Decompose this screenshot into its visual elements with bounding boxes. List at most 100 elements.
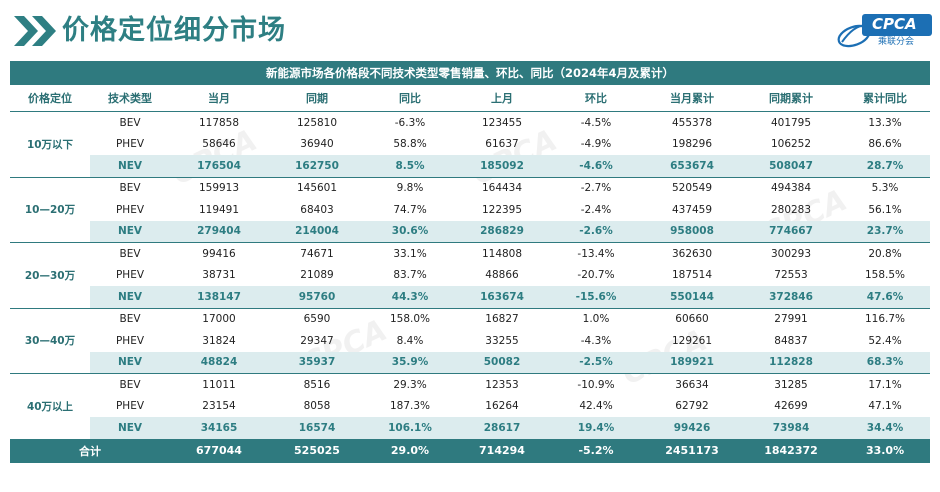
table-cell: 99426 — [642, 417, 742, 439]
tech-type-cell: NEV — [90, 155, 170, 177]
table-row: NEV 138147 95760 44.3% 163674 -15.6% 550144 372… — [10, 286, 931, 308]
table-cell: 52.4% — [868, 334, 902, 347]
table-cell: -4.5% — [550, 111, 642, 134]
table-cell: 145601 — [268, 176, 366, 199]
column-header: 价格定位 — [10, 85, 90, 112]
table-cell: 158.0% — [366, 307, 454, 330]
table-row: NEV 48824 35937 35.9% 50082 -2.5% 189921 112828… — [10, 351, 931, 374]
table-cell: 48866 — [485, 269, 519, 282]
page-header: 价格定位细分市场 CPCA 乘联分会 — [0, 0, 940, 62]
tech-type-cell: PHEV — [115, 269, 145, 282]
price-segment-cell: 40万以上 — [10, 373, 90, 439]
table-cell: 116.7% — [840, 307, 931, 330]
table-cell: -15.6% — [550, 286, 642, 308]
table-cell: 58.8% — [393, 138, 427, 151]
table-cell: 138147 — [170, 286, 268, 308]
table-cell: 13.3% — [840, 111, 931, 134]
tech-type-cell: PHEV — [115, 334, 145, 347]
table-cell: 1.0% — [550, 307, 642, 330]
table-cell: 68403 — [300, 203, 334, 216]
table-cell: 163674 — [454, 286, 550, 308]
tech-type-cell: NEV — [90, 286, 170, 308]
table-cell: 122395 — [481, 203, 523, 216]
tech-type-cell: BEV — [90, 307, 170, 330]
table-cell: 372846 — [742, 286, 840, 308]
table-cell: 162750 — [268, 155, 366, 177]
table-cell: 33255 — [485, 334, 519, 347]
total-cell: 714294 — [454, 438, 550, 463]
tech-type-cell: BEV — [90, 176, 170, 199]
table-cell: -6.3% — [366, 111, 454, 134]
table-cell: 20.8% — [840, 242, 931, 265]
table-cell: 958008 — [642, 220, 742, 243]
column-header: 当月累计 — [642, 85, 742, 112]
table-cell: -13.4% — [550, 242, 642, 265]
price-segment-cell: 10万以下 — [10, 111, 90, 177]
chevron-right-icon — [14, 16, 56, 46]
table-cell: 8058 — [303, 400, 331, 413]
table-cell: -10.9% — [550, 373, 642, 396]
column-header: 当月 — [170, 85, 268, 112]
total-cell: 677044 — [170, 438, 268, 463]
table-cell: 74671 — [268, 242, 366, 265]
table-row: NEV 176504 162750 8.5% 185092 -4.6% 653674 5080… — [10, 155, 931, 177]
table-cell: 8.4% — [396, 334, 424, 347]
table-cell: 494384 — [742, 176, 840, 199]
table-cell: 62792 — [675, 400, 709, 413]
table-cell: -2.4% — [580, 203, 612, 216]
table-cell: 29.3% — [366, 373, 454, 396]
table-cell: -2.7% — [550, 176, 642, 199]
table-cell: -20.7% — [577, 269, 615, 282]
table-cell: 12353 — [454, 373, 550, 396]
table-cell: 187514 — [671, 269, 713, 282]
logo-text: CPCA — [872, 15, 917, 33]
table-row: 10万以下 BEV 117858 125810 -6.3% 123455 -4.5% 4553… — [10, 111, 931, 177]
total-row: 合计 677044 525025 29.0% 714294 -5.2% 2451173 184… — [10, 438, 931, 463]
table-cell: 99416 — [170, 242, 268, 265]
tech-type-cell: NEV — [90, 351, 170, 374]
table-cell: 86.6% — [868, 138, 902, 151]
table-cell: 47.6% — [840, 286, 931, 308]
table-cell: 117858 — [170, 111, 268, 134]
table-row: NEV 279404 214004 30.6% 286829 -2.6% 958008 774… — [10, 220, 931, 243]
table-cell: 35937 — [268, 351, 366, 374]
table-cell: 48824 — [170, 351, 268, 374]
table-cell: 185092 — [454, 155, 550, 177]
table-cell: 6590 — [268, 307, 366, 330]
table-cell: -4.3% — [580, 334, 612, 347]
table-row: 40万以上 BEV 11011 8516 29.3% 12353 -10.9% 36634 31… — [10, 373, 931, 439]
table-cell: 84837 — [774, 334, 808, 347]
table-cell: 74.7% — [393, 203, 427, 216]
table-cell: 187.3% — [389, 400, 431, 413]
column-header: 同比 — [366, 85, 454, 112]
table-cell: 28.7% — [840, 155, 931, 177]
table-cell: 114808 — [454, 242, 550, 265]
table-cell: 8.5% — [366, 155, 454, 177]
table-cell: 42699 — [774, 400, 808, 413]
column-header: 同期累计 — [742, 85, 840, 112]
table-row: 30—40万 BEV 17000 6590 158.0% 16827 1.0% 60660 27… — [10, 307, 931, 374]
total-cell: 2451173 — [642, 438, 742, 463]
column-header: 上月 — [454, 85, 550, 112]
total-cell: 525025 — [268, 438, 366, 463]
table-cell: 508047 — [742, 155, 840, 177]
price-segment-cell: 30—40万 — [10, 307, 90, 374]
table-cell: 280283 — [770, 203, 812, 216]
table-cell: 129261 — [671, 334, 713, 347]
table-row: 20—30万 BEV 99416 74671 33.1% 114808 -13.4% 3626… — [10, 242, 931, 308]
table-cell: 455378 — [642, 111, 742, 134]
table-row: PHEV 58646 36940 58.8% 61637 -4.9% 198296 10625… — [10, 134, 930, 156]
table-cell: 106.1% — [366, 417, 454, 439]
table-cell: -2.6% — [550, 220, 642, 243]
column-header: 技术类型 — [90, 85, 170, 112]
table-cell: 33.1% — [366, 242, 454, 265]
tech-type-cell: PHEV — [115, 400, 145, 413]
table-cell: 34165 — [170, 417, 268, 439]
table-cell: 68.3% — [840, 351, 931, 374]
column-header: 同期 — [268, 85, 366, 112]
tech-type-cell: BEV — [90, 111, 170, 134]
total-cell: 1842372 — [742, 438, 840, 463]
table-cell: 125810 — [268, 111, 366, 134]
table-cell: 30.6% — [366, 220, 454, 243]
table-cell: 158.5% — [865, 269, 906, 282]
